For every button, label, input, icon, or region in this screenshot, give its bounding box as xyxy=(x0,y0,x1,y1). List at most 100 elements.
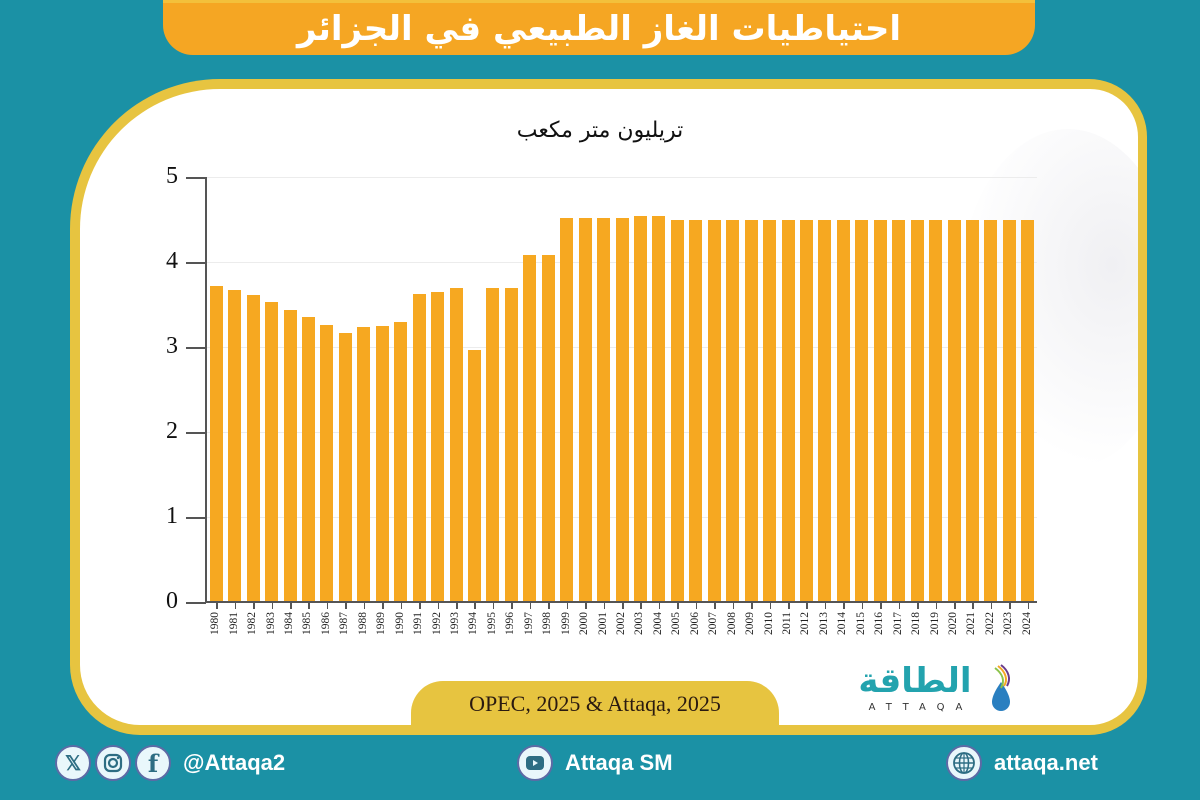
x-tick-label: 1987 xyxy=(338,612,351,635)
x-tick xyxy=(972,602,974,609)
x-tick xyxy=(843,602,845,609)
x-tick-label: 2008 xyxy=(725,612,738,635)
bar-2008 xyxy=(726,219,740,602)
bar-1984 xyxy=(283,309,297,602)
y-tick xyxy=(186,602,206,604)
y-tick-label: 0 xyxy=(166,588,178,614)
x-tick xyxy=(234,602,237,609)
x-tick xyxy=(861,602,864,609)
bar-1992 xyxy=(431,291,445,602)
x-tick xyxy=(345,602,347,609)
bar-1998 xyxy=(541,255,555,602)
source-pill: OPEC, 2025 & Attaqa, 2025 xyxy=(411,681,779,727)
bar-1987 xyxy=(338,333,352,602)
x-tick-label: 1996 xyxy=(504,612,517,635)
x-tick xyxy=(363,602,366,609)
source-text: OPEC, 2025 & Attaqa, 2025 xyxy=(469,691,721,716)
facebook-icon[interactable]: f xyxy=(135,745,171,781)
x-tick-label: 1990 xyxy=(393,612,406,635)
bar-2020 xyxy=(947,219,961,602)
bar-2006 xyxy=(689,219,703,602)
x-tick xyxy=(640,602,642,609)
y-tick xyxy=(186,517,206,519)
website-link[interactable]: attaqa.net xyxy=(946,745,1098,781)
x-tick xyxy=(714,602,716,609)
y-tick-label: 4 xyxy=(166,248,178,274)
bar-2016 xyxy=(873,219,887,602)
bar-2022 xyxy=(984,219,998,602)
x-tick xyxy=(400,602,403,609)
x-tick-label: 2004 xyxy=(651,612,664,635)
x-tick xyxy=(548,602,550,609)
bars-area xyxy=(207,177,1037,602)
title-banner: احتياطيات الغاز الطبيعي في الجزائر xyxy=(163,0,1035,55)
bar-1982 xyxy=(246,295,260,602)
y-tick-label: 3 xyxy=(166,333,178,359)
bar-2018 xyxy=(910,219,924,602)
x-tick-label: 2024 xyxy=(1020,612,1033,635)
x-tick xyxy=(216,602,218,609)
youtube-icon[interactable] xyxy=(517,745,553,781)
bar-1999 xyxy=(560,217,574,602)
y-tick-label: 2 xyxy=(166,418,178,444)
x-tick xyxy=(622,602,624,609)
x-tick xyxy=(732,602,735,609)
bar-2024 xyxy=(1021,219,1035,602)
x-tick-label: 1991 xyxy=(412,612,425,635)
youtube-link[interactable]: Attaqa SM xyxy=(517,745,673,781)
x-tick-label: 2010 xyxy=(762,612,775,635)
y-axis-unit-label: تريليون متر مكعب xyxy=(516,118,684,143)
bar-1996 xyxy=(504,287,518,602)
x-tick-label: 2016 xyxy=(873,612,886,635)
x-tick xyxy=(806,602,808,609)
x-tick-label: 1994 xyxy=(467,612,480,635)
x-icon[interactable]: 𝕏 xyxy=(55,745,91,781)
x-tick xyxy=(419,602,421,609)
x-tick xyxy=(511,602,513,609)
bar-2014 xyxy=(836,219,850,602)
x-tick-label: 2001 xyxy=(596,612,609,635)
y-tick-label: 1 xyxy=(166,503,178,529)
y-axis xyxy=(205,177,207,602)
bar-2011 xyxy=(781,219,795,602)
bar-1981 xyxy=(228,290,242,602)
bar-2007 xyxy=(707,219,721,602)
x-tick-label: 1995 xyxy=(485,612,498,635)
x-tick-label: 1986 xyxy=(319,612,332,635)
x-tick xyxy=(769,602,772,609)
x-tick-label: 2002 xyxy=(615,612,627,635)
x-tick xyxy=(898,602,901,609)
x-tick xyxy=(1009,602,1011,609)
bar-1986 xyxy=(320,324,334,602)
x-tick-label: 2021 xyxy=(965,612,978,635)
logo-arabic: الطاقة xyxy=(858,661,972,701)
x-tick-label: 2023 xyxy=(1002,612,1015,635)
x-tick-label: 1985 xyxy=(301,612,314,635)
logo-latin: ATTAQA xyxy=(868,702,974,713)
x-tick xyxy=(585,602,587,609)
bar-1983 xyxy=(265,301,279,602)
x-tick xyxy=(954,602,956,609)
x-tick-label: 2014 xyxy=(836,612,849,635)
bar-1988 xyxy=(357,327,371,602)
x-tick xyxy=(308,602,310,609)
bar-2002 xyxy=(615,217,629,602)
instagram-icon[interactable] xyxy=(95,745,131,781)
youtube-channel[interactable]: Attaqa SM xyxy=(565,750,673,775)
bar-2021 xyxy=(965,219,979,602)
x-tick-label: 2013 xyxy=(817,612,830,635)
x-tick xyxy=(695,602,698,609)
bar-chart: 1980 1981 1982 1983 1984 1985 1986 1987 1988 1989… xyxy=(150,163,1050,650)
x-tick xyxy=(917,602,919,609)
social-handle[interactable]: @Attaqa2 xyxy=(183,750,286,775)
x-tick xyxy=(603,602,606,609)
website-url[interactable]: attaqa.net xyxy=(994,750,1098,775)
globe-icon[interactable] xyxy=(946,745,982,781)
x-tick xyxy=(253,602,255,609)
bar-2000 xyxy=(578,217,592,602)
x-tick-label: 1981 xyxy=(227,612,240,635)
bar-2005 xyxy=(670,219,684,602)
x-tick xyxy=(788,602,790,609)
x-tick-label: 1983 xyxy=(264,612,277,635)
x-tick xyxy=(326,602,329,609)
